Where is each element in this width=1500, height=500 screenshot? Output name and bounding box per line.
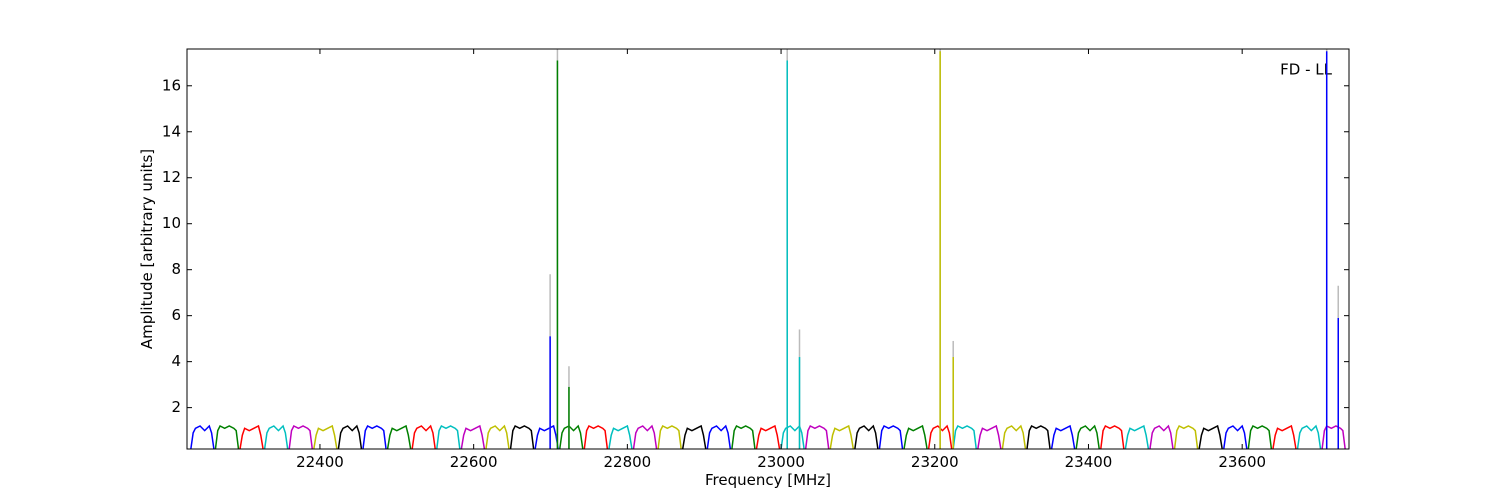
- band-line: [1321, 425, 1346, 449]
- y-tick-label: 16: [162, 76, 181, 94]
- plot-frame: [186, 48, 1350, 450]
- band-line: [706, 424, 732, 449]
- band-line: [1100, 425, 1125, 449]
- band-line: [952, 425, 978, 449]
- band-line: [878, 425, 904, 449]
- band-line: [239, 424, 264, 449]
- annotation: FD - LL: [1280, 61, 1332, 79]
- x-tick-label: 23400: [1065, 453, 1113, 471]
- band-line: [1198, 424, 1223, 449]
- plot-area: [190, 49, 1346, 449]
- band-line: [386, 424, 412, 449]
- band-line: [558, 424, 584, 449]
- y-tick-label: 14: [162, 122, 181, 140]
- band-line: [1296, 424, 1322, 449]
- band-line: [1173, 425, 1199, 449]
- band-line: [1247, 425, 1273, 449]
- band-line: [263, 424, 289, 449]
- y-tick-label: 8: [171, 260, 181, 278]
- band-line: [681, 424, 707, 449]
- x-tick-label: 23200: [911, 453, 959, 471]
- y-tick-label: 6: [171, 306, 181, 324]
- band-line: [313, 424, 338, 449]
- y-axis-label: Amplitude [arbitrary units]: [138, 149, 156, 349]
- band-line: [214, 425, 240, 449]
- band-line: [1149, 424, 1174, 449]
- band-line: [485, 424, 510, 449]
- band-line: [288, 425, 314, 449]
- band-line: [903, 424, 928, 449]
- band-line: [829, 424, 855, 449]
- y-tick-label: 12: [162, 168, 181, 186]
- band-line: [780, 424, 805, 449]
- band-line: [509, 425, 535, 449]
- y-tick-label: 10: [162, 214, 181, 232]
- band-line: [1075, 424, 1100, 449]
- band-line: [362, 425, 387, 449]
- band-line: [608, 424, 633, 449]
- band-line: [657, 425, 682, 449]
- band-line: [583, 425, 609, 449]
- x-tick-label: 23000: [757, 453, 805, 471]
- band-line: [460, 424, 486, 449]
- x-tick-label: 23600: [1218, 453, 1266, 471]
- x-axis-label: Frequency [MHz]: [705, 471, 831, 489]
- band-line: [534, 424, 559, 449]
- y-tick-label: 4: [171, 352, 181, 370]
- y-tick-label: 2: [171, 398, 181, 416]
- band-line: [854, 424, 879, 449]
- band-line: [190, 424, 215, 449]
- band-line: [1272, 424, 1297, 449]
- band-line: [1124, 424, 1150, 449]
- band-line: [1050, 424, 1076, 449]
- band-line: [755, 424, 781, 449]
- band-line: [1026, 425, 1051, 449]
- band-line: [804, 425, 830, 449]
- band-line: [436, 425, 461, 449]
- band-line: [411, 424, 436, 449]
- x-tick-label: 22800: [604, 453, 652, 471]
- band-line: [632, 424, 658, 449]
- band-line: [1222, 424, 1248, 449]
- x-tick-label: 22600: [450, 453, 498, 471]
- band-line: [1001, 424, 1027, 449]
- band-line: [337, 424, 363, 449]
- band-line: [977, 424, 1002, 449]
- band-line: [731, 425, 756, 449]
- x-tick-label: 22400: [296, 453, 344, 471]
